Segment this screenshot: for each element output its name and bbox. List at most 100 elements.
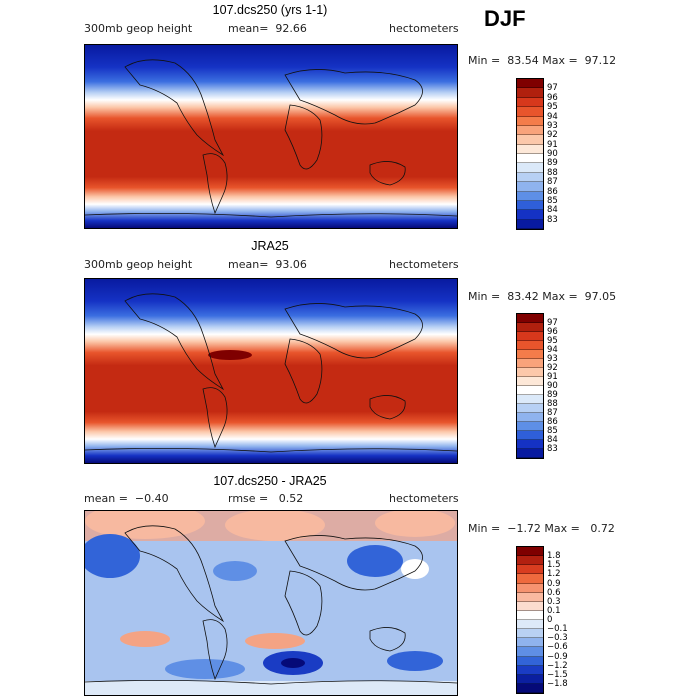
colorbar-swatch (517, 154, 543, 164)
panel-2-colorbar: 97 96 95 94 93 92 91 90 89 88 87 86 85 84 83 (516, 313, 558, 459)
panel-2-mean: mean= 93.06 (228, 258, 307, 271)
colorbar-tick-label: 89 (547, 390, 558, 400)
colorbar-swatch (517, 323, 543, 332)
colorbar-tick-label: 97 (547, 318, 558, 328)
colorbar-tick-label: 88 (547, 167, 558, 178)
colorbar-tick-label: 90 (547, 149, 558, 159)
colorbar-tick-label: 88 (547, 399, 558, 409)
colorbar-tick-label: 0.6 (547, 587, 561, 598)
colorbar-swatch (517, 422, 543, 431)
panel-3-anomalies (85, 511, 457, 695)
colorbar-tick-label: 0.1 (547, 605, 561, 616)
colorbar-swatch (517, 547, 543, 557)
colorbar-swatch (517, 592, 543, 602)
colorbar-swatch (517, 449, 543, 458)
colorbar-swatch (517, 341, 543, 350)
colorbar-swatch (517, 413, 543, 422)
season-label: DJF (484, 6, 526, 31)
colorbar-swatch (517, 431, 543, 440)
colorbar-swatch (517, 386, 543, 395)
colorbar-tick-label: 95 (547, 336, 558, 346)
colorbar-swatch (517, 404, 543, 413)
colorbar-swatch (517, 395, 543, 404)
panel-2-variable: 300mb geop height (84, 258, 193, 271)
colorbar-swatch (517, 683, 543, 693)
colorbar-swatch (517, 440, 543, 449)
colorbar-swatch (517, 620, 543, 630)
colorbar-tick-label: 96 (547, 327, 558, 337)
colorbar-swatch (517, 601, 543, 611)
colorbar-swatch (517, 182, 543, 192)
colorbar-tick-label: 84 (547, 205, 558, 216)
colorbar-tick-label: 83 (547, 214, 558, 225)
panel-2-title: JRA25 (251, 239, 289, 253)
colorbar-swatch (517, 674, 543, 684)
colorbar-swatch (517, 377, 543, 386)
colorbar-tick-label: 94 (547, 111, 558, 122)
colorbar-tick-label: 93 (547, 354, 558, 364)
colorbar-swatch (517, 665, 543, 675)
colorbar-tick-label: 86 (547, 417, 558, 427)
colorbar-tick-label: 89 (547, 158, 558, 169)
panel-2-warm-pool (208, 350, 252, 360)
colorbar-tick-label: 91 (547, 139, 558, 150)
colorbar-swatch (517, 125, 543, 136)
colorbar-swatch (517, 314, 543, 323)
colorbar-tick-label: 1.5 (547, 560, 561, 571)
colorbar-swatch (517, 629, 543, 639)
panel-1-map (84, 44, 458, 229)
colorbar-swatch (517, 656, 543, 666)
colorbar-tick-label: −0.1 (547, 624, 568, 635)
colorbar-swatch (517, 638, 543, 648)
colorbar-swatch (517, 565, 543, 575)
colorbar-tick-label: 86 (547, 186, 558, 197)
panel-1-title: 107.dcs250 (yrs 1-1) (212, 3, 328, 17)
colorbar-tick-label: −1.5 (547, 669, 568, 680)
colorbar-tick-label: 85 (547, 426, 558, 436)
colorbar-swatch (517, 219, 543, 229)
colorbar-tick-label: 1.8 (547, 551, 561, 562)
colorbar-swatch (517, 610, 543, 620)
panel-3-map (84, 510, 458, 696)
panel-3-colorbar: 1.8 1.5 1.2 0.9 0.6 0.3 0.1 0 −0.1 −0.3 −0.6 −0.9 −1… (516, 546, 568, 694)
panel-2-map (84, 278, 458, 464)
colorbar-swatch (517, 107, 543, 117)
colorbar-swatch (517, 200, 543, 211)
panel-3-minmax: Min = −1.72 Max = 0.72 (468, 522, 615, 535)
colorbar-tick-label: 84 (547, 435, 558, 445)
colorbar-tick-label: 96 (547, 92, 558, 103)
colorbar-swatch (517, 163, 543, 173)
colorbar-swatch (517, 79, 543, 89)
colorbar-swatch (517, 359, 543, 368)
panel-3-units: hectometers (389, 492, 459, 505)
colorbar-swatch (517, 368, 543, 377)
panel-3-mean: mean = −0.40 (84, 492, 169, 505)
panel-1-minmax: Min = 83.54 Max = 97.12 (468, 54, 617, 67)
colorbar-swatch (517, 210, 543, 220)
colorbar-tick-label: 0 (547, 615, 553, 625)
panel-1-coastlines (85, 59, 457, 218)
colorbar-tick-label: −0.3 (547, 633, 568, 644)
colorbar-tick-label: 91 (547, 372, 558, 382)
colorbar-tick-label: 97 (547, 83, 558, 94)
colorbar-swatch (517, 144, 543, 154)
colorbar-tick-label: 92 (547, 130, 558, 141)
panel-2-units: hectometers (389, 258, 459, 271)
colorbar-swatch (517, 574, 543, 584)
colorbar-tick-label: 83 (547, 444, 558, 454)
colorbar-swatch (517, 97, 543, 108)
panel-2-field (85, 279, 457, 463)
panel-1-variable: 300mb geop height (84, 22, 193, 35)
colorbar-tick-label: 95 (547, 102, 558, 113)
panel-2-coastlines (85, 293, 457, 453)
colorbar-swatch (517, 350, 543, 359)
colorbar-tick-label: 0.3 (547, 596, 561, 607)
colorbar-swatch (517, 647, 543, 657)
panel-1-mean: mean= 92.66 (228, 22, 307, 35)
colorbar-swatch (517, 191, 543, 201)
colorbar-tick-label: 87 (547, 408, 558, 418)
colorbar-swatch (517, 88, 543, 98)
colorbar-tick-label: 92 (547, 363, 558, 373)
colorbar-swatch (517, 172, 543, 183)
panel-3-coastlines (85, 525, 457, 685)
